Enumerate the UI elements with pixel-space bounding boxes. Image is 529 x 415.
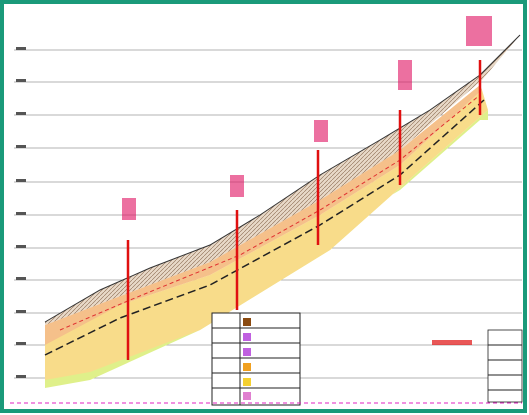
title-block [432, 329, 523, 403]
dashed-boundary [44, 99, 485, 356]
weathered-layer [45, 35, 520, 325]
boreholes [126, 60, 482, 360]
elevation-ticks [16, 47, 26, 378]
orange-layer [45, 85, 482, 345]
borehole-labels [122, 16, 492, 220]
legend-table [211, 312, 301, 406]
slip-line [59, 94, 481, 331]
ground-line [44, 34, 521, 323]
yellow-layer [45, 90, 488, 380]
